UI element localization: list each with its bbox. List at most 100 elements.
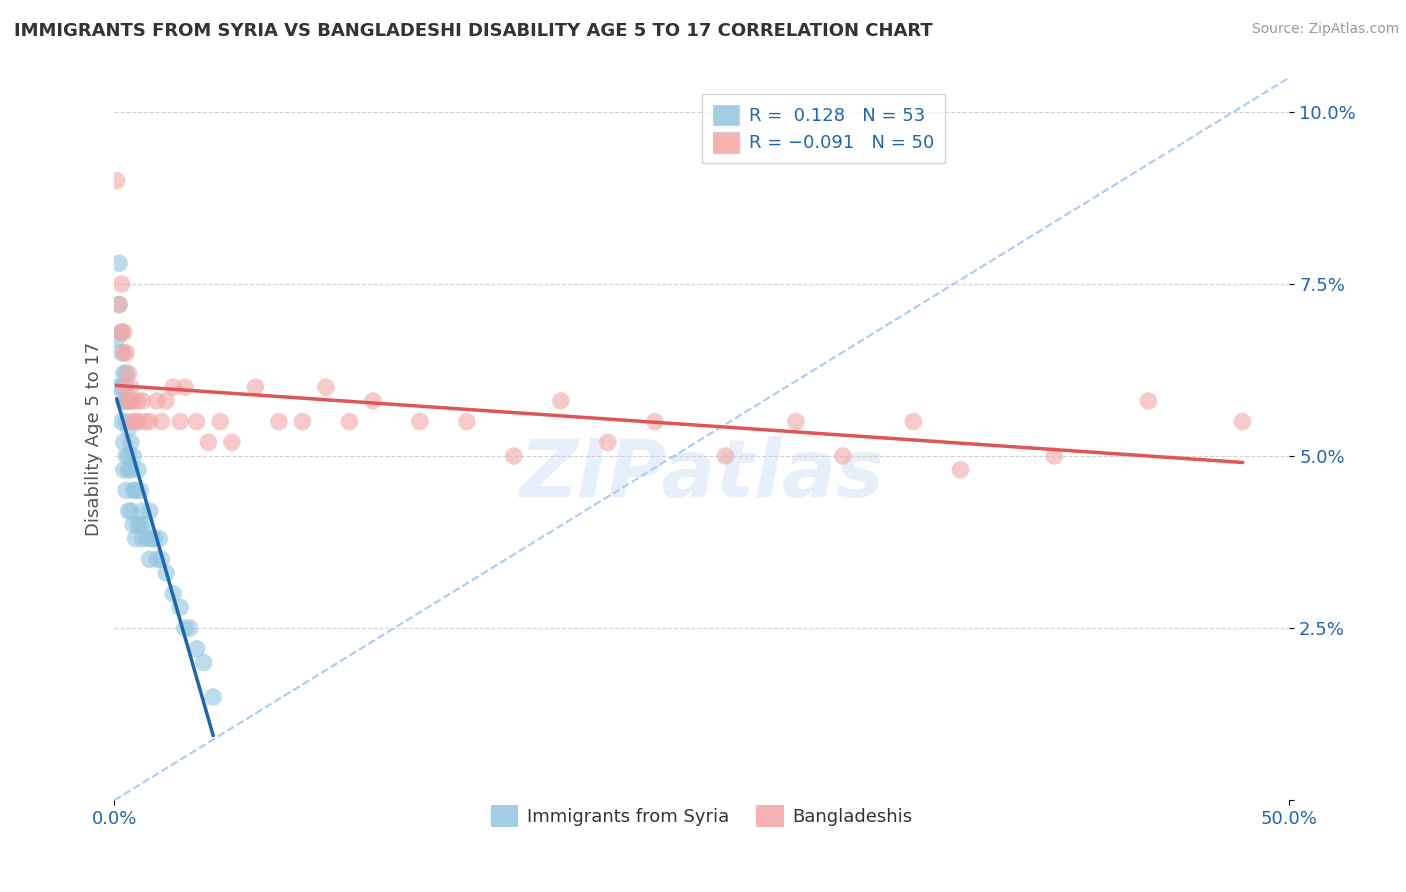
Point: [409, 415, 432, 429]
Point: [131, 394, 153, 409]
Point: [112, 325, 135, 339]
Point: [122, 517, 145, 532]
Point: [202, 690, 225, 704]
Point: [267, 415, 290, 429]
Point: [122, 394, 145, 409]
Point: [456, 415, 478, 429]
Point: [291, 415, 314, 429]
Point: [110, 380, 132, 394]
Point: [120, 394, 142, 409]
Point: [110, 415, 132, 429]
Point: [131, 504, 153, 518]
Point: [110, 277, 132, 291]
Point: [949, 463, 972, 477]
Point: [197, 435, 219, 450]
Point: [138, 415, 160, 429]
Point: [339, 415, 361, 429]
Point: [127, 463, 149, 477]
Point: [150, 552, 173, 566]
Point: [209, 415, 232, 429]
Point: [120, 463, 142, 477]
Point: [131, 532, 153, 546]
Point: [141, 532, 163, 546]
Text: Source: ZipAtlas.com: Source: ZipAtlas.com: [1251, 22, 1399, 37]
Point: [221, 435, 243, 450]
Point: [110, 325, 132, 339]
Point: [112, 345, 135, 359]
Point: [124, 532, 146, 546]
Point: [115, 415, 138, 429]
Point: [117, 463, 139, 477]
Point: [117, 394, 139, 409]
Point: [115, 367, 138, 381]
Point: [117, 504, 139, 518]
Point: [105, 380, 128, 394]
Point: [127, 517, 149, 532]
Point: [115, 380, 138, 394]
Point: [785, 415, 807, 429]
Point: [120, 504, 142, 518]
Point: [831, 449, 853, 463]
Point: [117, 367, 139, 381]
Point: [122, 415, 145, 429]
Point: [120, 435, 142, 450]
Point: [117, 394, 139, 409]
Point: [110, 345, 132, 359]
Point: [245, 380, 267, 394]
Point: [179, 621, 201, 635]
Point: [138, 504, 160, 518]
Point: [174, 380, 197, 394]
Point: [115, 394, 138, 409]
Point: [122, 449, 145, 463]
Point: [1137, 394, 1160, 409]
Point: [1043, 449, 1066, 463]
Point: [105, 174, 128, 188]
Point: [315, 380, 337, 394]
Point: [115, 449, 138, 463]
Point: [162, 587, 184, 601]
Point: [145, 552, 167, 566]
Point: [503, 449, 526, 463]
Point: [361, 394, 384, 409]
Point: [129, 483, 152, 498]
Point: [155, 566, 177, 580]
Point: [1232, 415, 1254, 429]
Point: [193, 656, 215, 670]
Point: [150, 415, 173, 429]
Point: [112, 463, 135, 477]
Point: [105, 332, 128, 346]
Point: [714, 449, 737, 463]
Legend: Immigrants from Syria, Bangladeshis: Immigrants from Syria, Bangladeshis: [484, 798, 920, 835]
Point: [186, 641, 208, 656]
Point: [124, 483, 146, 498]
Point: [110, 325, 132, 339]
Point: [115, 483, 138, 498]
Point: [112, 367, 135, 381]
Point: [143, 532, 166, 546]
Point: [117, 421, 139, 435]
Point: [115, 345, 138, 359]
Point: [117, 449, 139, 463]
Point: [108, 256, 131, 270]
Text: ZIPatlas: ZIPatlas: [519, 436, 884, 514]
Point: [108, 297, 131, 311]
Point: [112, 435, 135, 450]
Point: [136, 532, 159, 546]
Point: [155, 394, 177, 409]
Point: [186, 415, 208, 429]
Point: [129, 517, 152, 532]
Point: [596, 435, 619, 450]
Point: [127, 394, 149, 409]
Point: [169, 415, 191, 429]
Point: [148, 532, 170, 546]
Text: IMMIGRANTS FROM SYRIA VS BANGLADESHI DISABILITY AGE 5 TO 17 CORRELATION CHART: IMMIGRANTS FROM SYRIA VS BANGLADESHI DIS…: [14, 22, 932, 40]
Point: [108, 297, 131, 311]
Point: [120, 380, 142, 394]
Point: [122, 483, 145, 498]
Point: [138, 552, 160, 566]
Point: [162, 380, 184, 394]
Point: [134, 415, 156, 429]
Point: [134, 517, 156, 532]
Point: [174, 621, 197, 635]
Point: [644, 415, 666, 429]
